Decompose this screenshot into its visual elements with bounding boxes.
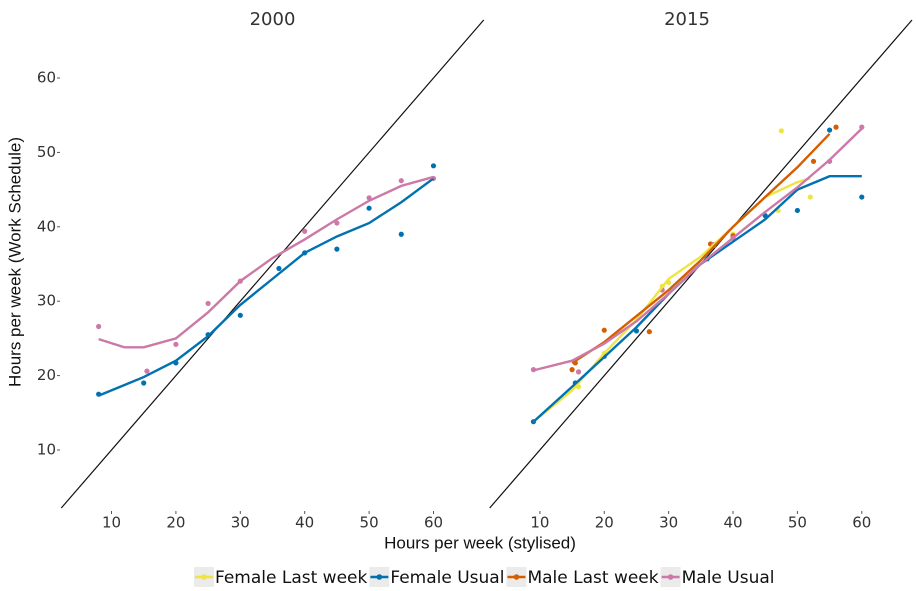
panel-title: 2000 (250, 9, 296, 30)
y-tick-label: 10 (37, 440, 56, 458)
x-tick-label: 10 (530, 514, 549, 532)
smooth-line (98, 177, 435, 397)
reference-line (60, 19, 485, 509)
data-point (205, 300, 211, 307)
data-point (96, 323, 102, 330)
data-point (826, 127, 833, 133)
data-point (173, 341, 179, 347)
data-point (430, 163, 437, 169)
y-tick-label: 40 (37, 217, 56, 235)
y-tick-label: 20 (37, 366, 56, 384)
smooth-line (532, 175, 862, 423)
legend-label: Male Usual (682, 568, 775, 588)
y-tick-label: 60 (37, 69, 56, 87)
x-tick-label: 40 (295, 514, 314, 532)
data-point (646, 329, 652, 335)
x-tick-label: 50 (788, 514, 807, 532)
data-point (398, 231, 404, 237)
data-point (276, 265, 282, 272)
y-tick-label: 30 (37, 292, 56, 310)
panel-title: 2015 (664, 9, 710, 30)
data-point (366, 205, 372, 211)
y-tick-label: 50 (37, 143, 56, 161)
data-point (237, 312, 243, 318)
x-tick-label: 30 (231, 514, 250, 532)
data-point (302, 228, 308, 234)
data-point (569, 367, 575, 373)
legend-label: Female Usual (390, 568, 504, 588)
legend-dot (376, 574, 383, 580)
smooth-line (98, 175, 434, 349)
smooth-line (571, 132, 831, 364)
legend-dot (201, 574, 207, 580)
data-point (575, 369, 582, 375)
data-point (334, 246, 340, 252)
data-point (141, 380, 147, 386)
x-tick-label: 60 (852, 514, 871, 532)
x-tick-label: 60 (424, 514, 443, 532)
smooth-line (533, 127, 863, 372)
x-tick-label: 20 (166, 514, 185, 532)
data-point (144, 368, 150, 374)
x-tick-label: 30 (659, 514, 678, 532)
legend-label: Male Last week (527, 568, 658, 588)
legend-dot (667, 574, 674, 580)
legend-label: Female Last week (215, 568, 368, 588)
data-point (398, 178, 404, 184)
x-tick-label: 20 (595, 514, 614, 532)
legend-dot (513, 574, 520, 580)
data-point (833, 124, 839, 130)
data-point (794, 207, 801, 214)
data-point (859, 194, 865, 200)
data-point (601, 327, 607, 333)
x-tick-label: 10 (102, 514, 121, 532)
y-axis-label: Hours per week (Work Schedule) (5, 137, 24, 387)
data-point (778, 128, 784, 134)
x-tick-label: 50 (360, 514, 379, 532)
x-axis-label: Hours per week (stylised) (384, 533, 576, 552)
data-point (810, 158, 817, 164)
data-point (334, 220, 340, 226)
x-tick-label: 40 (723, 514, 742, 532)
data-point (807, 194, 813, 200)
